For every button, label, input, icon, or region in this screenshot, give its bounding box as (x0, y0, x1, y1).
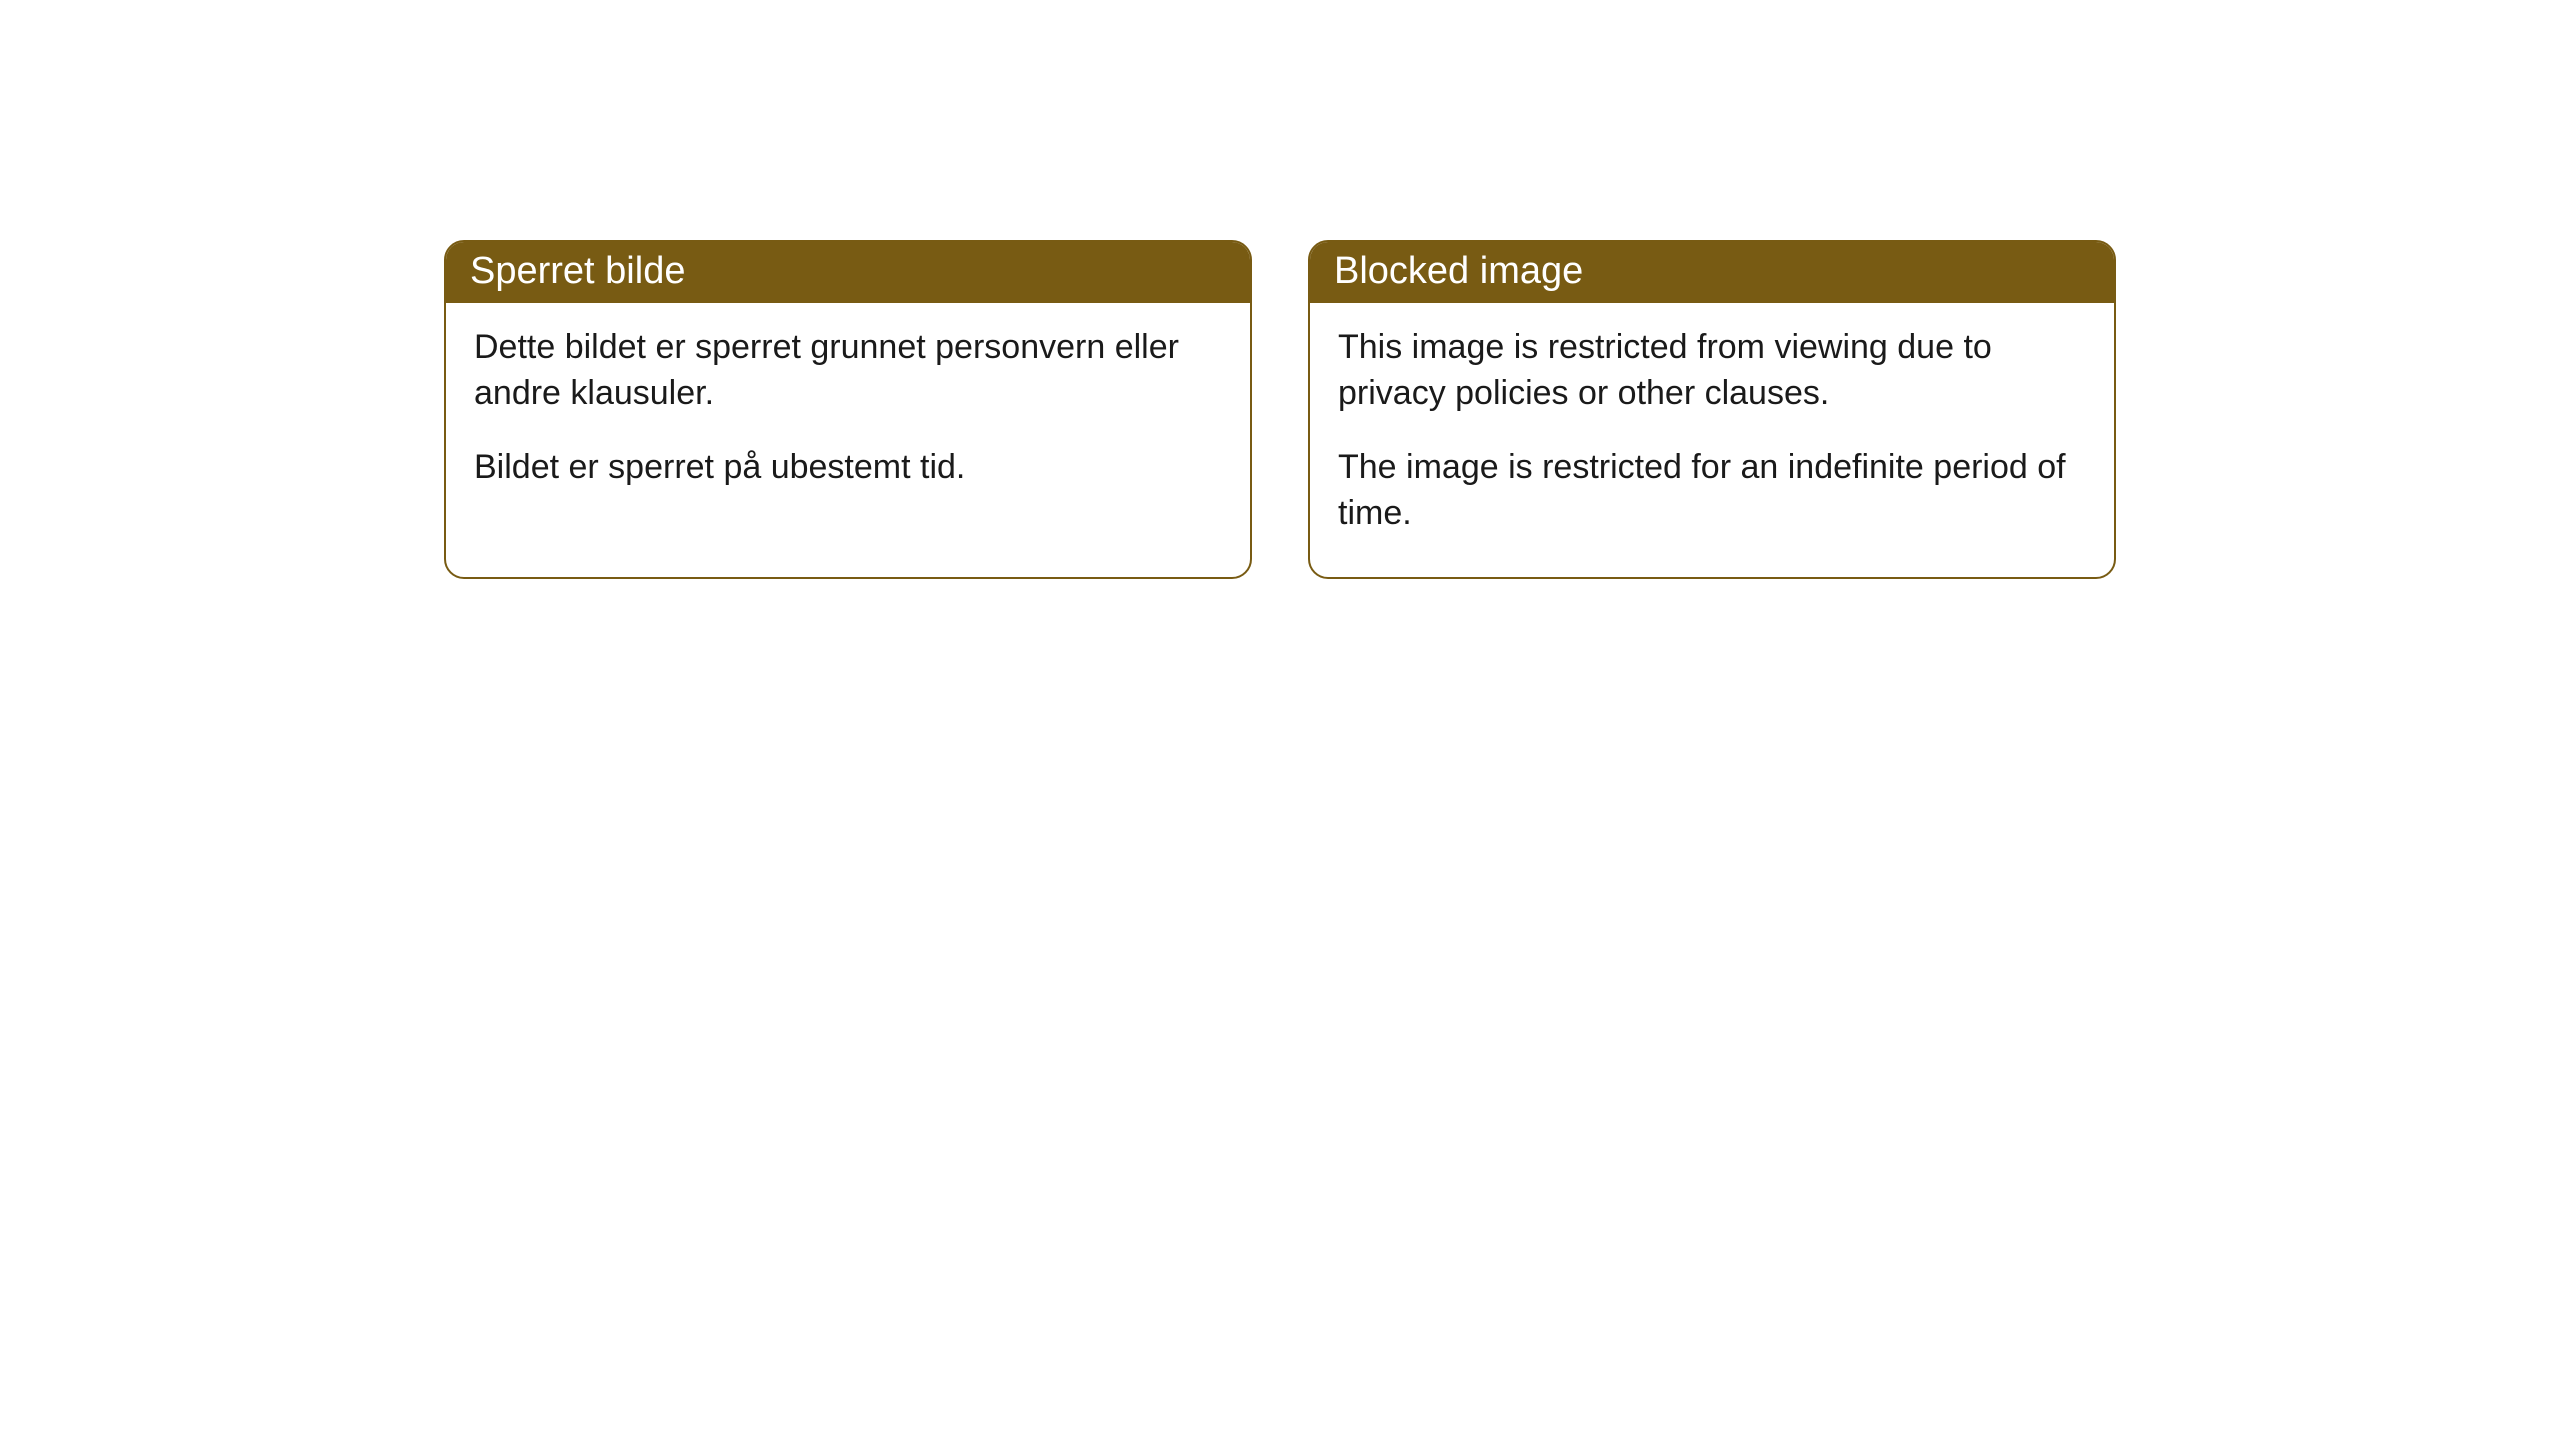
card-body: Dette bildet er sperret grunnet personve… (446, 303, 1250, 531)
card-paragraph: The image is restricted for an indefinit… (1338, 445, 2086, 537)
card-paragraph: This image is restricted from viewing du… (1338, 325, 2086, 417)
blocked-image-card-norwegian: Sperret bilde Dette bildet er sperret gr… (444, 240, 1252, 579)
card-body: This image is restricted from viewing du… (1310, 303, 2114, 577)
card-header: Blocked image (1310, 242, 2114, 303)
card-header: Sperret bilde (446, 242, 1250, 303)
notice-cards-container: Sperret bilde Dette bildet er sperret gr… (0, 0, 2560, 579)
blocked-image-card-english: Blocked image This image is restricted f… (1308, 240, 2116, 579)
card-paragraph: Bildet er sperret på ubestemt tid. (474, 445, 1222, 491)
card-paragraph: Dette bildet er sperret grunnet personve… (474, 325, 1222, 417)
card-title: Sperret bilde (470, 250, 685, 292)
card-title: Blocked image (1334, 250, 1583, 292)
